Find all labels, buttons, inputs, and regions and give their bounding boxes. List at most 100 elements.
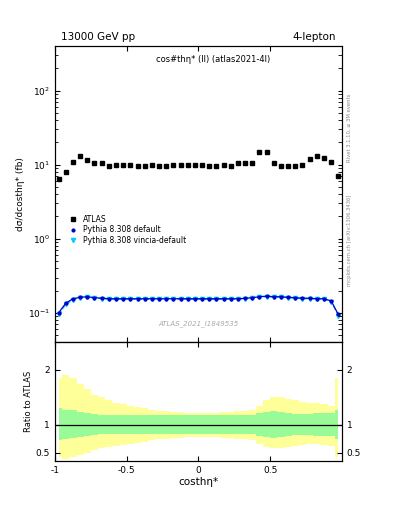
Pythia 8.308 vincia-default	[214, 296, 219, 303]
ATLAS	[279, 163, 283, 169]
Pythia 8.308 vincia-default	[286, 294, 290, 301]
Pythia 8.308 default	[250, 294, 255, 301]
Pythia 8.308 default	[99, 295, 104, 301]
ATLAS	[221, 162, 226, 168]
Pythia 8.308 vincia-default	[71, 297, 75, 303]
Line: ATLAS: ATLAS	[56, 150, 341, 181]
Pythia 8.308 default	[164, 295, 169, 302]
ATLAS	[329, 159, 334, 165]
Pythia 8.308 vincia-default	[121, 296, 125, 303]
ATLAS	[142, 163, 147, 169]
Pythia 8.308 default	[321, 295, 326, 302]
Pythia 8.308 vincia-default	[300, 295, 305, 302]
ATLAS	[164, 163, 169, 169]
Pythia 8.308 vincia-default	[207, 296, 211, 303]
Pythia 8.308 vincia-default	[228, 296, 233, 303]
Pythia 8.308 vincia-default	[329, 298, 334, 305]
ATLAS	[272, 160, 276, 166]
Pythia 8.308 vincia-default	[142, 296, 147, 303]
Pythia 8.308 vincia-default	[314, 296, 319, 302]
Pythia 8.308 default	[286, 294, 290, 301]
Pythia 8.308 default	[314, 295, 319, 302]
ATLAS	[257, 148, 262, 155]
X-axis label: costhη*: costhη*	[178, 477, 219, 487]
Pythia 8.308 vincia-default	[114, 296, 118, 303]
Pythia 8.308 default	[300, 295, 305, 301]
Pythia 8.308 default	[63, 300, 68, 306]
ATLAS	[228, 163, 233, 169]
ATLAS	[207, 163, 211, 169]
Pythia 8.308 vincia-default	[257, 294, 262, 301]
ATLAS	[171, 162, 176, 168]
Pythia 8.308 vincia-default	[185, 296, 190, 303]
Text: Rivet 3.1.10, ≥ 3M events: Rivet 3.1.10, ≥ 3M events	[347, 94, 352, 162]
ATLAS	[250, 160, 255, 166]
Pythia 8.308 default	[228, 295, 233, 302]
Text: ATLAS_2021_I1849535: ATLAS_2021_I1849535	[158, 321, 239, 328]
Pythia 8.308 default	[243, 295, 248, 302]
Pythia 8.308 default	[121, 295, 125, 302]
Pythia 8.308 default	[264, 293, 269, 299]
ATLAS	[286, 163, 290, 169]
Text: 13000 GeV pp: 13000 GeV pp	[61, 32, 135, 41]
Pythia 8.308 vincia-default	[264, 294, 269, 300]
Pythia 8.308 default	[272, 294, 276, 300]
Pythia 8.308 default	[178, 295, 183, 302]
ATLAS	[92, 160, 97, 166]
ATLAS	[300, 162, 305, 168]
ATLAS	[307, 156, 312, 162]
Y-axis label: dσ/dcosthη* (fb): dσ/dcosthη* (fb)	[16, 157, 25, 231]
ATLAS	[314, 153, 319, 159]
ATLAS	[193, 162, 197, 168]
ATLAS	[107, 163, 111, 169]
Pythia 8.308 vincia-default	[336, 312, 341, 318]
Pythia 8.308 vincia-default	[250, 295, 255, 302]
Text: 4-lepton: 4-lepton	[293, 32, 336, 41]
ATLAS	[185, 162, 190, 168]
Pythia 8.308 vincia-default	[272, 294, 276, 301]
Pythia 8.308 default	[142, 295, 147, 302]
Pythia 8.308 vincia-default	[171, 296, 176, 303]
Line: Pythia 8.308 vincia-default: Pythia 8.308 vincia-default	[57, 294, 340, 317]
Pythia 8.308 default	[279, 294, 283, 300]
Pythia 8.308 vincia-default	[92, 295, 97, 301]
ATLAS	[264, 148, 269, 155]
Line: Pythia 8.308 default: Pythia 8.308 default	[57, 295, 340, 316]
ATLAS	[114, 162, 118, 168]
ATLAS	[178, 162, 183, 168]
Pythia 8.308 default	[257, 294, 262, 300]
Pythia 8.308 default	[92, 294, 97, 301]
Pythia 8.308 default	[185, 295, 190, 302]
ATLAS	[99, 160, 104, 166]
ATLAS	[149, 162, 154, 168]
Pythia 8.308 default	[107, 295, 111, 302]
ATLAS	[336, 173, 341, 179]
ATLAS	[121, 162, 125, 168]
Pythia 8.308 default	[214, 295, 219, 302]
Pythia 8.308 default	[149, 295, 154, 302]
ATLAS	[157, 163, 162, 169]
ATLAS	[135, 163, 140, 169]
Text: mcplots.cern.ch [arXiv:1306.3436]: mcplots.cern.ch [arXiv:1306.3436]	[347, 195, 352, 286]
ATLAS	[71, 159, 75, 165]
Pythia 8.308 vincia-default	[149, 296, 154, 303]
Pythia 8.308 vincia-default	[135, 296, 140, 303]
Pythia 8.308 default	[329, 298, 334, 304]
Legend: ATLAS, Pythia 8.308 default, Pythia 8.308 vincia-default: ATLAS, Pythia 8.308 default, Pythia 8.30…	[64, 213, 188, 246]
ATLAS	[321, 155, 326, 161]
Pythia 8.308 vincia-default	[307, 295, 312, 302]
Pythia 8.308 vincia-default	[279, 294, 283, 301]
ATLAS	[293, 163, 298, 169]
Pythia 8.308 vincia-default	[85, 294, 90, 301]
Pythia 8.308 vincia-default	[200, 296, 204, 303]
ATLAS	[78, 153, 83, 159]
Pythia 8.308 default	[293, 294, 298, 301]
Pythia 8.308 vincia-default	[164, 296, 169, 303]
Pythia 8.308 default	[157, 295, 162, 302]
Pythia 8.308 default	[235, 295, 240, 302]
Pythia 8.308 default	[114, 295, 118, 302]
Pythia 8.308 default	[221, 295, 226, 302]
Pythia 8.308 default	[78, 294, 83, 301]
Pythia 8.308 vincia-default	[78, 295, 83, 301]
Pythia 8.308 vincia-default	[157, 296, 162, 303]
